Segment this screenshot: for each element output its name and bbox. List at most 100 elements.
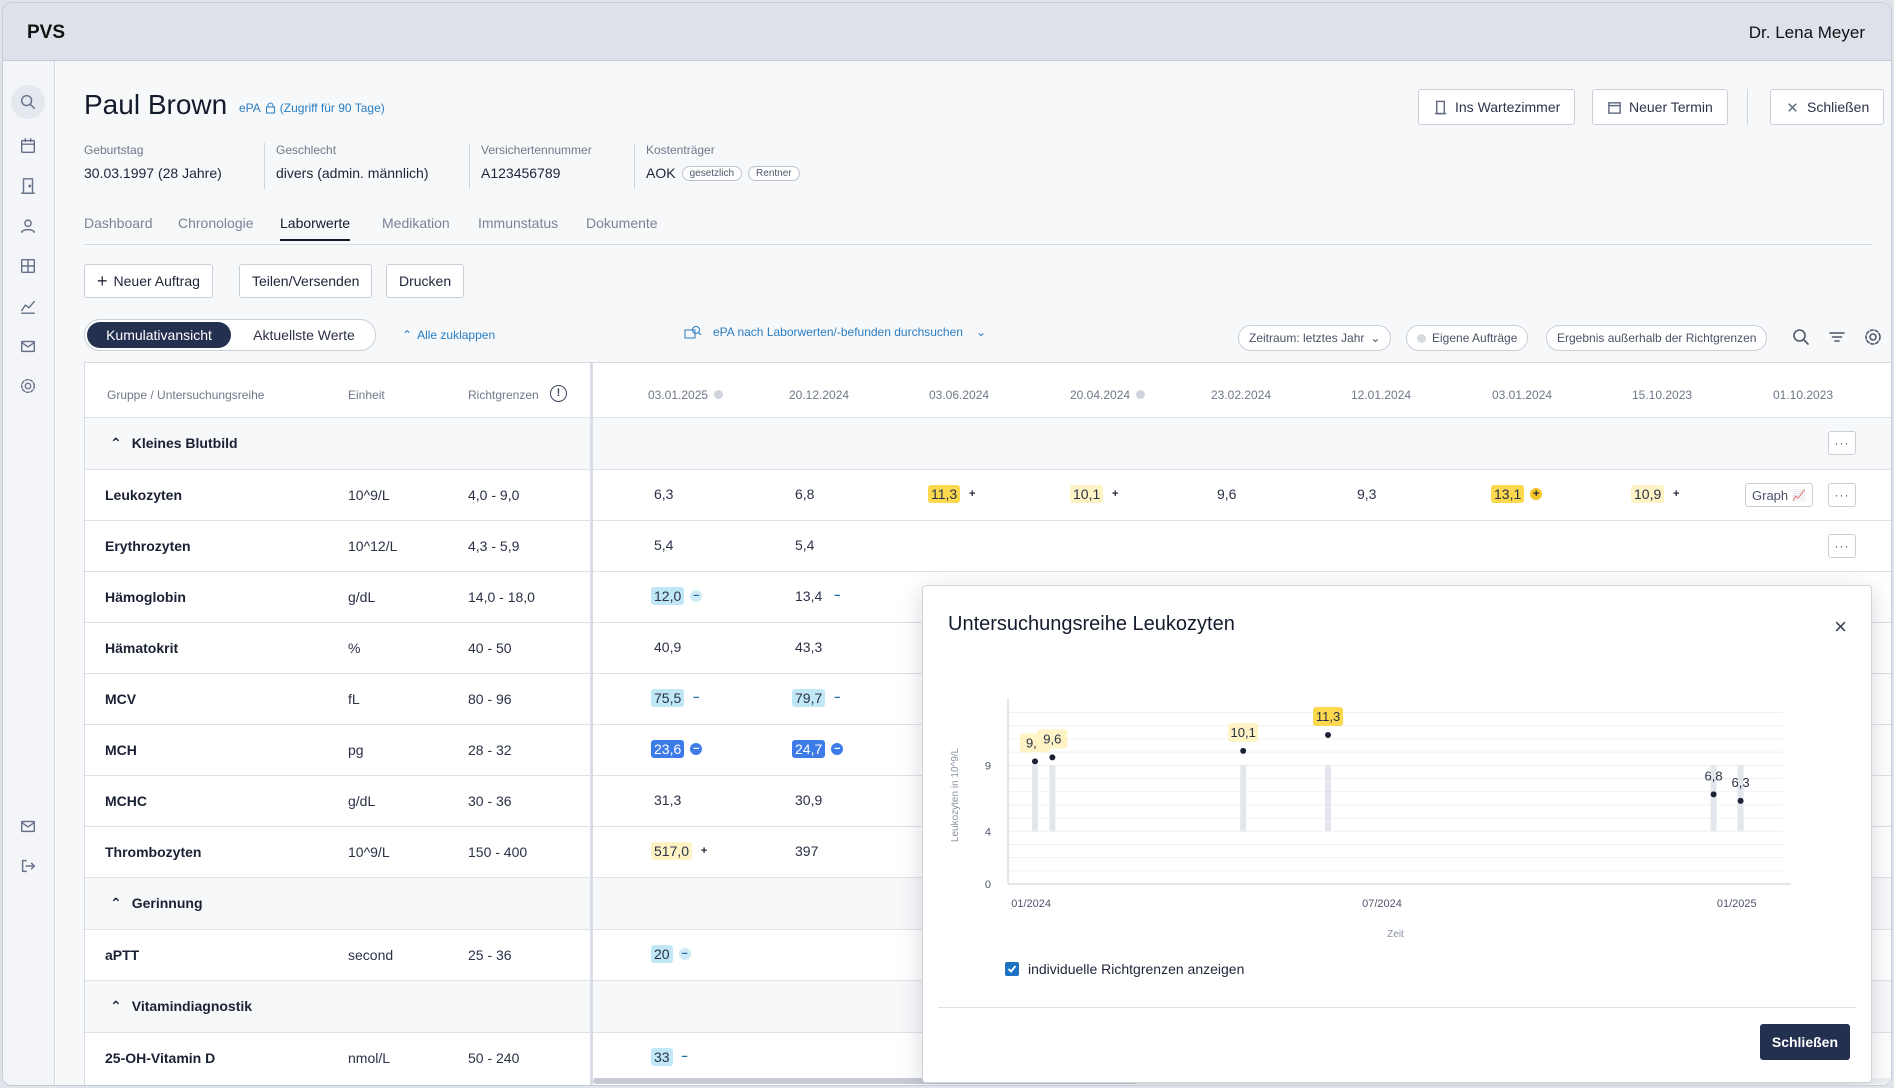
value-cell[interactable]: 75,5− [651,689,702,707]
header-date-5[interactable]: 12.01.2024 [1351,388,1412,402]
value-cell[interactable]: 33− [651,1048,691,1066]
value-cell[interactable]: 12,0− [651,587,703,605]
row-unit: g/dL [348,793,376,809]
value-cell[interactable]: 24,7− [792,740,844,758]
value-cell[interactable]: 9,3 [1354,485,1379,503]
value-cell[interactable]: 5,4 [792,536,817,554]
value-cell[interactable]: 10,9 + [1631,485,1682,503]
value-cell[interactable]: 9,6 [1214,485,1239,503]
own-orders-filter[interactable]: Eigene Aufträge [1406,325,1529,351]
row-range: 40 - 50 [468,640,512,656]
epa-search-link[interactable]: ePA nach Laborwerten/-befunden durchsuch… [684,325,986,339]
settings-icon[interactable] [11,369,45,403]
value-cell[interactable]: 23,6− [651,740,703,758]
header-date-4[interactable]: 23.02.2024 [1211,388,1272,402]
epa-search-icon [684,326,702,339]
value-cell[interactable]: 43,3 [792,638,825,656]
inbox-icon[interactable] [11,809,45,843]
value-cell[interactable]: 30,9 [792,791,825,809]
new-order-button[interactable]: + Neuer Auftrag [84,264,213,298]
person-icon[interactable] [11,209,45,243]
column-divider[interactable] [590,363,593,1085]
group-vit-label: Vitamindiagnostik [131,998,253,1014]
header-date-2[interactable]: 03.06.2024 [929,388,990,402]
scrollbar-thumb[interactable] [593,1078,1138,1084]
row-name: MCV [105,691,137,707]
value-cell[interactable]: 397 [792,842,821,860]
insurance-number-label: Versichertennummer [481,143,592,157]
settings-icon[interactable] [1863,327,1883,347]
chevron-up-icon: ⌃ [402,328,413,342]
value-cell[interactable]: 20− [651,945,691,963]
group-coag-label: Gerinnung [131,895,203,911]
chart-icon[interactable] [11,289,45,323]
tab-dashboard[interactable]: Dashboard [84,215,153,231]
header-date-1[interactable]: 20.12.2024 [789,388,850,402]
group-row-blood[interactable]: ⌃ Kleines Blutbild ··· [85,418,1891,470]
epa-access[interactable]: ePA (Zugriff für 90 Tage) [239,101,385,115]
value-cell[interactable]: 40,9 [651,638,684,656]
value-cell[interactable]: 79,7− [792,689,843,707]
low-flag-icon: − [678,948,691,960]
calendar-icon[interactable] [11,129,45,163]
filter-icon[interactable] [1827,327,1847,347]
print-button[interactable]: Drucken [386,264,465,298]
info-icon[interactable]: ! [550,385,567,402]
cumulative-view-button[interactable]: Kumulativansicht [87,322,231,348]
header-date-0[interactable]: 03.01.2025 [648,388,724,402]
value-cell[interactable]: 517,0 + [651,842,710,860]
tab-laborwerte[interactable]: Laborwerte [280,215,351,241]
y-tick-label: 0 [985,879,991,891]
value-cell[interactable]: 5,4 [651,536,676,554]
value-cell[interactable]: 6,3 [651,485,676,503]
table-row[interactable]: Erythrozyten 10^12/L 4,3 - 5,9 5,4 5,4 ·… [85,521,1891,572]
search-icon[interactable] [11,85,45,119]
header-date-7[interactable]: 15.10.2023 [1632,388,1693,402]
value: 20 [651,945,673,963]
waiting-room-button[interactable]: Ins Wartezimmer [1418,89,1576,125]
latest-values-button[interactable]: Aktuellste Werte [253,327,355,343]
more-button[interactable]: ··· [1828,483,1856,507]
tab-dokumente[interactable]: Dokumente [586,215,658,231]
logout-icon[interactable] [11,849,45,883]
value: 6,8 [795,486,815,502]
value-cell[interactable]: 6,8 [792,485,817,503]
header-date-8[interactable]: 01.10.2023 [1773,388,1834,402]
graph-button[interactable]: Graph📈 [1745,483,1813,507]
value-cell[interactable]: 13,1 + [1491,485,1543,503]
reference-range-toggle[interactable]: individuelle Richtgrenzen anzeigen [1005,961,1244,977]
calculator-icon[interactable] [11,249,45,283]
series-modal: Untersuchungsreihe Leukozyten × 0 4 9 01/20… [922,585,1872,1083]
value-cell[interactable]: 13,4− [792,587,843,605]
tab-chronologie[interactable]: Chronologie [178,215,254,231]
checkbox[interactable] [1005,962,1019,976]
value-cell[interactable]: 10,1 + [1070,485,1121,503]
value: 6,3 [654,486,674,502]
close-icon[interactable]: × [1834,614,1847,639]
share-button[interactable]: Teilen/Versenden [239,264,373,298]
value-cell[interactable]: 31,3 [651,791,684,809]
header-date-6[interactable]: 03.01.2024 [1492,388,1553,402]
user-name[interactable]: Dr. Lena Meyer [1748,23,1865,42]
row-range: 80 - 96 [468,691,512,707]
period-filter[interactable]: Zeitraum: letztes Jahr ⌄ [1238,325,1392,351]
tab-medikation[interactable]: Medikation [382,215,450,231]
mail-icon[interactable] [11,329,45,363]
value-cell[interactable]: 11,3 + [928,485,978,503]
search-icon[interactable] [1791,327,1811,347]
collapse-all-link[interactable]: ⌃ Alle zuklappen [402,328,495,342]
more-button[interactable]: ··· [1828,431,1856,455]
out-of-range-filter[interactable]: Ergebnis außerhalb der Richtgrenzen [1546,325,1768,351]
row-name: 25-OH-Vitamin D [105,1050,216,1066]
table-row[interactable]: Leukozyten 10^9/L 4,0 - 9,0 6,3 6,8 11,3… [85,470,1891,521]
more-button[interactable]: ··· [1828,534,1856,558]
reference-range-bar [1710,765,1717,832]
tab-immunstatus[interactable]: Immunstatus [478,215,559,231]
data-point [1325,732,1332,739]
graph-label: Graph [1752,487,1789,503]
header-date-3[interactable]: 20.04.2024 [1070,388,1146,402]
close-patient-button[interactable]: Schließen [1770,89,1885,125]
new-appointment-button[interactable]: Neuer Termin [1592,89,1728,125]
modal-close-button[interactable]: Schließen [1759,1024,1850,1060]
door-icon[interactable] [11,169,45,203]
